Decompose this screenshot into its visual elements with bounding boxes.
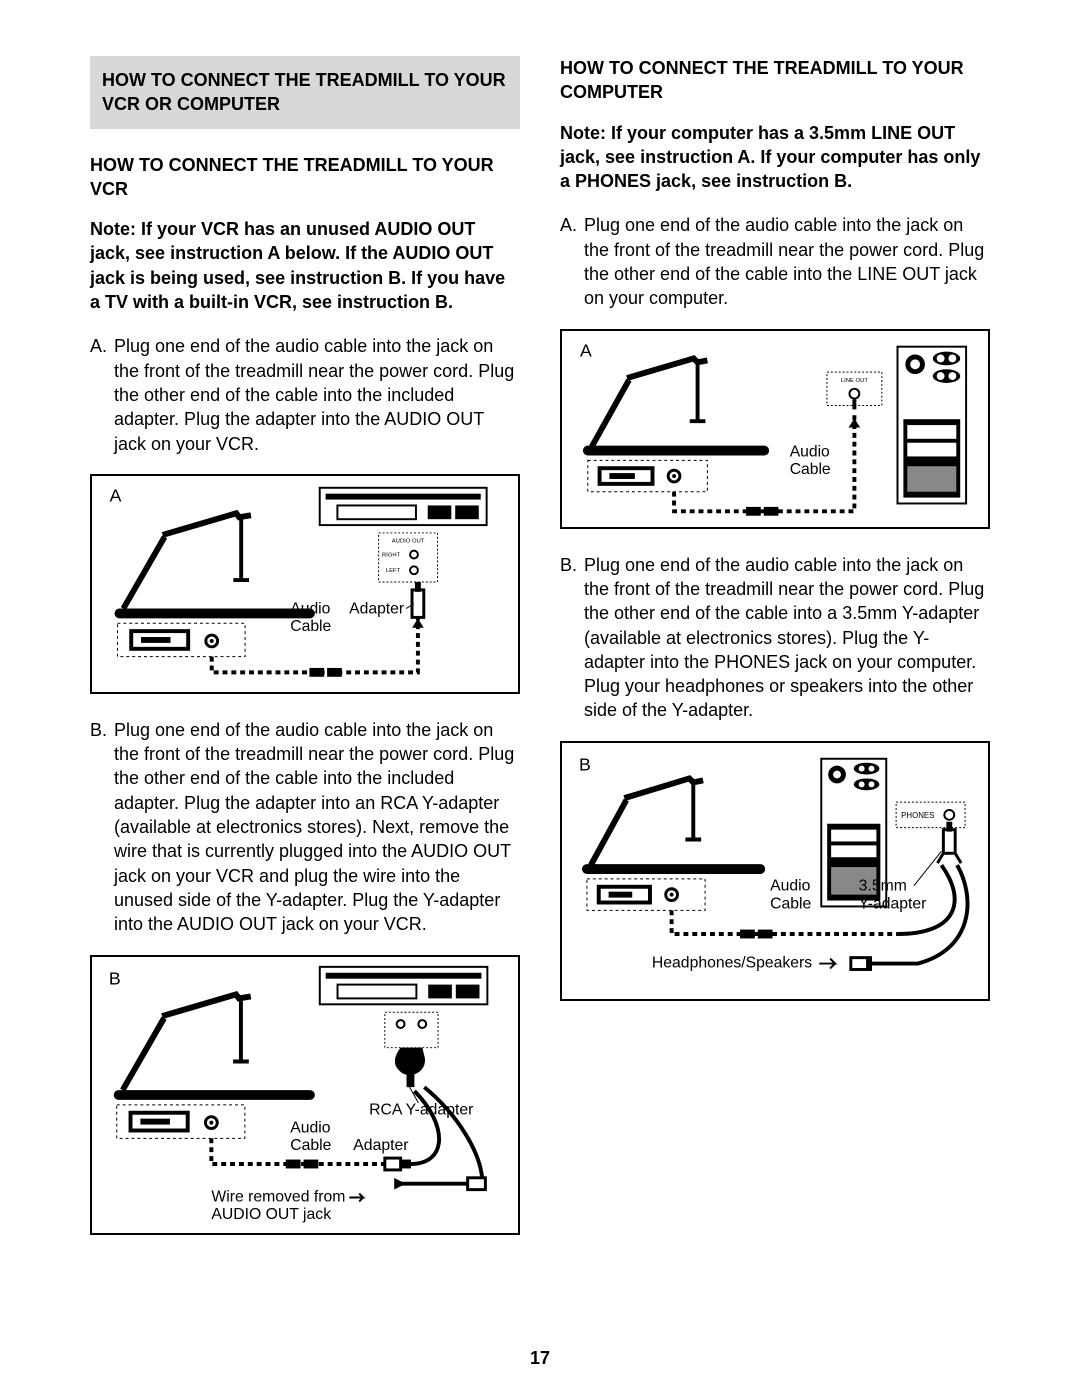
treadmill-icon	[119, 513, 309, 613]
wire-removed-label-2: AUDIO OUT jack	[211, 1206, 331, 1223]
audio-cable-label-2: Cable	[770, 895, 811, 912]
instruction-b: B. Plug one end of the audio cable into …	[90, 718, 520, 937]
audio-cable-label: Audio	[290, 1119, 331, 1136]
instruction-label: B.	[90, 718, 114, 937]
phones-panel: PHONES	[896, 802, 965, 828]
y-adapter-label-1: 3.5mm	[859, 877, 907, 894]
adapter-label: Adapter	[353, 1137, 408, 1154]
headphones-label: Headphones/Speakers	[652, 954, 812, 971]
diagram-label: A	[580, 340, 592, 360]
diagram-computer-b: B PHONES	[560, 741, 990, 1001]
audio-out-panel: AUDIO OUT RIGHT LEFT	[379, 533, 438, 582]
wire-removed-label-1: Wire removed from	[211, 1188, 345, 1205]
audio-cable-label-2: Cable	[290, 618, 331, 635]
computer-note: Note: If your computer has a 3.5mm LINE …	[560, 121, 990, 194]
right-column: HOW TO CONNECT THE TREADMILL TO YOUR COM…	[560, 56, 990, 1259]
floor-box-icon	[117, 1104, 245, 1138]
diagram-label: B	[579, 754, 591, 774]
page-number: 17	[0, 1348, 1080, 1369]
section-box: HOW TO CONNECT THE TREADMILL TO YOUR VCR…	[90, 56, 520, 129]
adapter-label: Adapter	[349, 600, 404, 617]
instruction-label: B.	[560, 553, 584, 723]
instruction-label: A.	[560, 213, 584, 310]
vcr-note: Note: If your VCR has an unused AUDIO OU…	[90, 217, 520, 314]
computer-heading: HOW TO CONNECT THE TREADMILL TO YOUR COM…	[560, 56, 990, 105]
rca-label: RCA Y-adapter	[369, 1101, 473, 1118]
floor-box-icon	[587, 879, 705, 911]
svg-text:PHONES: PHONES	[901, 811, 934, 820]
instruction-label: A.	[90, 334, 114, 455]
instruction-a: A. Plug one end of the audio cable into …	[560, 213, 990, 310]
vcr-icon	[320, 966, 488, 1003]
audio-cable-label-2: Cable	[290, 1137, 331, 1154]
svg-text:AUDIO OUT: AUDIO OUT	[392, 539, 425, 545]
svg-text:RIGHT: RIGHT	[382, 552, 401, 558]
treadmill-icon	[587, 778, 760, 869]
instruction-b: B. Plug one end of the audio cable into …	[560, 553, 990, 723]
instruction-text: Plug one end of the audio cable into the…	[114, 334, 520, 455]
instruction-text: Plug one end of the audio cable into the…	[114, 718, 520, 937]
instruction-a: A. Plug one end of the audio cable into …	[90, 334, 520, 455]
treadmill-icon	[119, 994, 310, 1095]
audio-cable-label: Audio	[790, 443, 830, 460]
floor-box-icon	[117, 623, 245, 656]
svg-text:LINE OUT: LINE OUT	[841, 378, 869, 384]
rca-y-adapter-icon	[395, 1047, 425, 1086]
instruction-text: Plug one end of the audio cable into the…	[584, 553, 990, 723]
audio-out-panel	[385, 1012, 438, 1047]
svg-text:LEFT: LEFT	[386, 568, 401, 574]
diagram-label: A	[110, 485, 122, 505]
y-adapter-label-2: Y-adapter	[859, 895, 927, 912]
treadmill-icon	[588, 358, 764, 450]
left-column: HOW TO CONNECT THE TREADMILL TO YOUR VCR…	[90, 56, 520, 1259]
line-out-panel: LINE OUT	[827, 372, 882, 409]
diagram-label: B	[109, 968, 121, 988]
diagram-vcr-a: A AUDIO OUT RIGHT LEFT	[90, 474, 520, 694]
audio-cable-label: Audio	[290, 600, 330, 617]
diagram-vcr-b: B	[90, 955, 520, 1235]
vcr-heading: HOW TO CONNECT THE TREADMILL TO YOUR VCR	[90, 153, 520, 202]
audio-cable-label-2: Cable	[790, 461, 831, 478]
section-box-title: HOW TO CONNECT THE TREADMILL TO YOUR VCR…	[102, 68, 508, 117]
floor-box-icon	[588, 460, 708, 491]
instruction-text: Plug one end of the audio cable into the…	[584, 213, 990, 310]
computer-tower-icon	[898, 346, 967, 503]
adapter-icon	[412, 582, 424, 617]
vcr-icon	[320, 488, 487, 525]
diagram-computer-a: A LINE OUT	[560, 329, 990, 529]
audio-cable-label: Audio	[770, 877, 811, 894]
